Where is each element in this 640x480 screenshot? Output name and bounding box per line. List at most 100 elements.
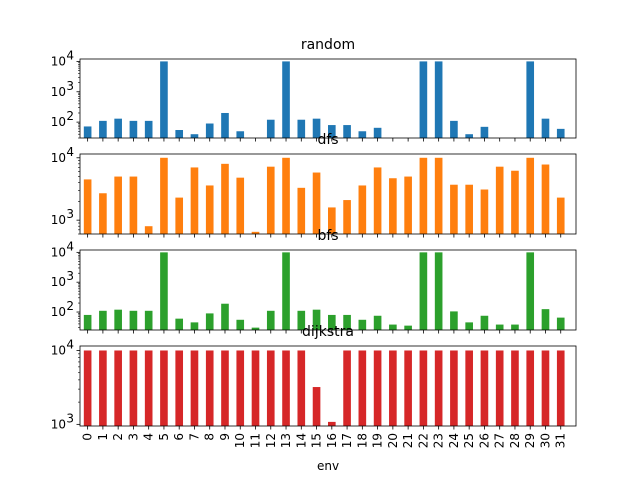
bar-bfs-5 bbox=[160, 252, 168, 330]
bar-dijkstra-19 bbox=[373, 350, 382, 426]
bar-bfs-9 bbox=[221, 303, 229, 330]
x-axis-label: env bbox=[317, 459, 339, 473]
bar-dijkstra-25 bbox=[465, 350, 473, 426]
bar-dijkstra-12 bbox=[266, 350, 275, 426]
bar-bfs-11 bbox=[251, 327, 260, 330]
y-tick-label: 10 bbox=[51, 151, 66, 165]
bar-bfs-12 bbox=[266, 310, 275, 330]
bar-bfs-10 bbox=[236, 319, 245, 330]
bar-random-2 bbox=[114, 118, 122, 138]
bar-dijkstra-6 bbox=[175, 350, 184, 426]
x-tick-label: 7 bbox=[187, 433, 201, 441]
bar-bfs-31 bbox=[556, 317, 565, 330]
x-tick-label: 4 bbox=[142, 433, 156, 441]
bar-random-3 bbox=[129, 120, 138, 138]
bar-dfs-30 bbox=[541, 164, 550, 234]
bar-random-4 bbox=[144, 120, 153, 138]
bar-dijkstra-18 bbox=[358, 350, 367, 426]
bar-dfs-26 bbox=[480, 189, 489, 234]
bar-dfs-21 bbox=[404, 176, 412, 234]
bar-bfs-23 bbox=[434, 252, 443, 330]
bar-random-5 bbox=[160, 61, 168, 138]
bar-dfs-19 bbox=[373, 167, 382, 234]
bar-dfs-12 bbox=[266, 166, 275, 234]
x-tick-label: 1 bbox=[96, 433, 110, 441]
x-tick-label: 2 bbox=[111, 433, 125, 441]
x-tick-label: 30 bbox=[538, 433, 552, 448]
bar-bfs-14 bbox=[297, 310, 306, 330]
bar-random-10 bbox=[236, 131, 245, 138]
bar-random-31 bbox=[556, 128, 565, 138]
bar-dijkstra-4 bbox=[144, 350, 153, 426]
bar-bfs-6 bbox=[175, 318, 184, 330]
bar-dijkstra-7 bbox=[190, 350, 199, 426]
bar-dijkstra-17 bbox=[343, 350, 351, 426]
bar-bfs-18 bbox=[358, 319, 367, 330]
bar-dijkstra-27 bbox=[495, 350, 504, 426]
bar-dijkstra-0 bbox=[83, 350, 92, 426]
bar-dijkstra-10 bbox=[236, 350, 245, 426]
subplot-title-dfs: dfs bbox=[317, 132, 338, 148]
y-tick-label: 10 bbox=[51, 54, 66, 68]
x-tick-label: 19 bbox=[371, 433, 385, 448]
y-tick-label: 10 bbox=[51, 115, 66, 129]
bar-dfs-4 bbox=[144, 226, 153, 234]
bar-dfs-22 bbox=[419, 157, 428, 234]
bar-dfs-15 bbox=[312, 172, 321, 234]
bar-random-18 bbox=[358, 131, 367, 138]
bar-dfs-7 bbox=[190, 167, 199, 234]
subplot-title-bfs: bfs bbox=[317, 228, 338, 244]
bar-dfs-18 bbox=[358, 185, 367, 234]
y-tick-label-exponent: 4 bbox=[66, 145, 74, 159]
x-tick-label: 25 bbox=[462, 433, 476, 448]
bar-bfs-22 bbox=[419, 252, 428, 330]
bar-bfs-24 bbox=[450, 311, 458, 330]
bar-bfs-17 bbox=[343, 314, 351, 330]
bar-dfs-8 bbox=[205, 185, 214, 234]
bar-dijkstra-29 bbox=[526, 350, 535, 426]
bar-bfs-0 bbox=[83, 314, 92, 330]
bar-random-12 bbox=[266, 119, 275, 138]
x-tick-label: 20 bbox=[386, 433, 400, 448]
bar-random-1 bbox=[99, 120, 107, 138]
bar-dfs-24 bbox=[450, 184, 458, 234]
bar-bfs-26 bbox=[480, 315, 489, 330]
y-tick-label-exponent: 2 bbox=[66, 299, 74, 313]
x-tick-label: 6 bbox=[172, 433, 186, 441]
bar-random-23 bbox=[434, 61, 443, 138]
bar-dfs-17 bbox=[343, 200, 351, 234]
bar-bfs-19 bbox=[373, 315, 382, 330]
bar-dijkstra-30 bbox=[541, 350, 550, 426]
bar-dijkstra-13 bbox=[282, 350, 290, 426]
bar-dfs-31 bbox=[556, 197, 565, 234]
x-tick-label: 9 bbox=[218, 433, 232, 441]
bar-dijkstra-16 bbox=[328, 421, 336, 426]
bar-dfs-9 bbox=[221, 163, 229, 234]
x-tick-label: 18 bbox=[355, 433, 369, 448]
bar-dijkstra-3 bbox=[129, 350, 138, 426]
bar-dijkstra-11 bbox=[251, 350, 260, 426]
bar-random-14 bbox=[297, 119, 306, 138]
x-tick-label: 13 bbox=[279, 433, 293, 448]
x-tick-label: 28 bbox=[508, 433, 522, 448]
x-tick-label: 16 bbox=[325, 433, 339, 448]
bar-random-29 bbox=[526, 61, 535, 138]
bar-dijkstra-9 bbox=[221, 350, 229, 426]
x-tick-label: 23 bbox=[432, 433, 446, 448]
bar-random-30 bbox=[541, 118, 550, 138]
x-tick-label: 3 bbox=[126, 433, 140, 441]
subplot-title-random: random bbox=[301, 37, 355, 53]
bar-bfs-28 bbox=[511, 324, 519, 330]
bar-dijkstra-2 bbox=[114, 350, 122, 426]
x-tick-label: 14 bbox=[294, 433, 308, 448]
bar-dfs-13 bbox=[282, 157, 290, 234]
x-tick-label: 5 bbox=[157, 433, 171, 441]
bar-bfs-16 bbox=[328, 314, 336, 330]
x-tick-label: 11 bbox=[249, 433, 263, 448]
bar-bfs-30 bbox=[541, 309, 550, 330]
bar-bfs-15 bbox=[312, 309, 321, 330]
bar-dfs-27 bbox=[495, 166, 504, 234]
bar-bfs-25 bbox=[465, 322, 473, 330]
x-tick-label: 10 bbox=[233, 433, 247, 448]
